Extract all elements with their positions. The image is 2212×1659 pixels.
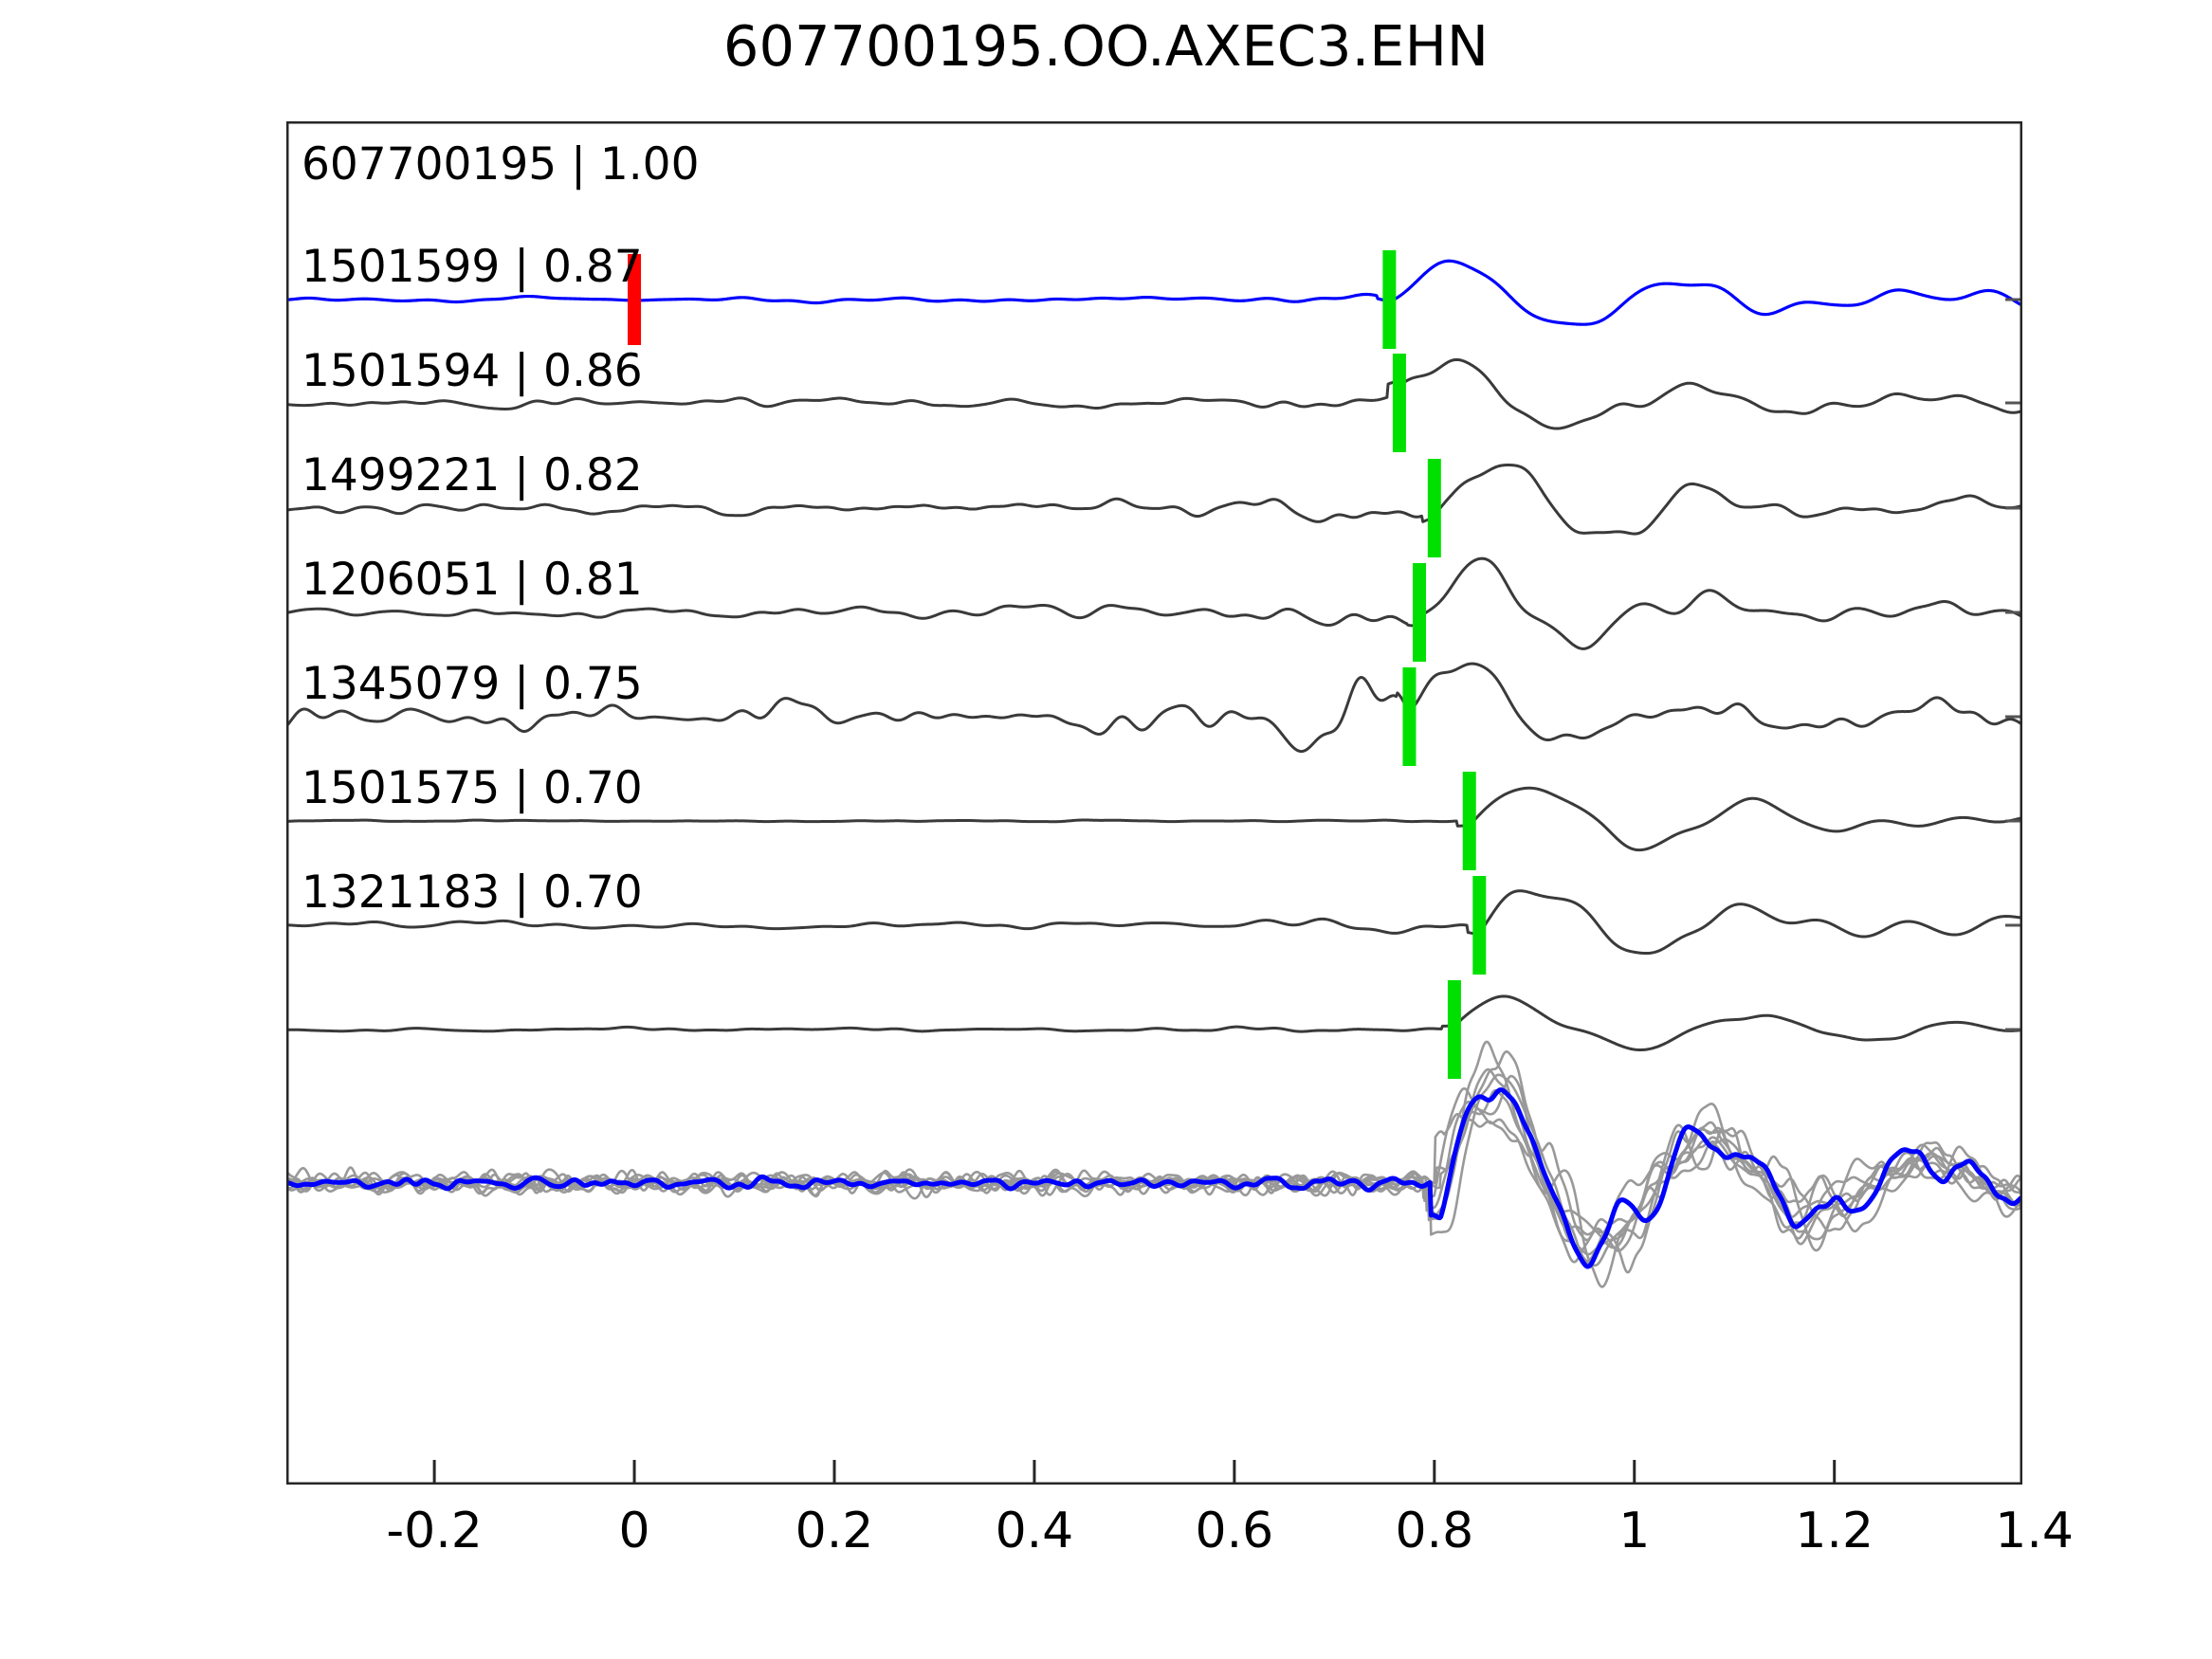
phase-pick-marker-1206051 <box>1402 667 1417 766</box>
stack-overlay-group <box>286 1040 2022 1288</box>
waveform-trace-1501575 <box>286 889 2022 956</box>
waveform-trace-1345079 <box>286 786 2022 852</box>
trace-label-5: 1345079 | 0.75 <box>302 658 643 710</box>
waveform-trace-1499221 <box>286 556 2022 650</box>
stack-mean-trace <box>286 1087 2022 1269</box>
markers-group <box>628 250 1487 1079</box>
trace-label-3: 1499221 | 0.82 <box>302 449 643 501</box>
x-tick-label: 0.8 <box>1395 1503 1474 1559</box>
x-tick-label: 0.4 <box>995 1503 1074 1559</box>
x-tick-label: -0.2 <box>386 1503 483 1559</box>
trace-label-1: 1501599 | 0.87 <box>302 241 643 293</box>
phase-pick-marker-1501594 <box>1427 459 1441 557</box>
page-title: 607700195.OO.AXEC3.EHN <box>722 13 1490 79</box>
x-tick-label: 1.2 <box>1795 1503 1874 1559</box>
phase-pick-marker-1345079 <box>1462 772 1476 870</box>
x-tick-label: 0.6 <box>1195 1503 1274 1559</box>
plot-frame <box>286 121 2022 1485</box>
trace-label-6: 1501575 | 0.70 <box>302 762 643 814</box>
plot-area: 607700195 | 1.00 1501599 | 0.87 1501594 … <box>286 121 2022 1485</box>
waveform-trace-1321183 <box>286 994 2022 1051</box>
phase-pick-marker-1499221 <box>1413 563 1427 662</box>
stack-member-trace <box>286 1040 2022 1264</box>
trace-label-0: 607700195 | 1.00 <box>302 138 700 191</box>
x-tick-label: 0.2 <box>795 1503 874 1559</box>
phase-pick-marker-1501575 <box>1472 876 1487 975</box>
stack-member-trace <box>286 1073 2022 1267</box>
x-tick-label: 0 <box>618 1503 650 1559</box>
x-tick-label: 1.4 <box>1995 1503 2075 1559</box>
x-tick-label: 1 <box>1618 1503 1651 1559</box>
axes-frame <box>286 121 2022 1485</box>
x-axis-ticks <box>432 1460 1837 1483</box>
waveform-plot-svg <box>286 121 2022 1485</box>
trace-label-7: 1321183 | 0.70 <box>302 866 643 919</box>
trace-label-4: 1206051 | 0.81 <box>302 554 643 606</box>
waveform-trace-1501594 <box>286 464 2022 536</box>
traces-group <box>286 259 2022 1051</box>
x-axis-tick-labels: -0.2 0 0.2 0.4 0.6 0.8 1 1.2 1.4 <box>0 1503 2212 1578</box>
stack-member-trace <box>286 1113 2022 1252</box>
template-origin-marker <box>628 254 642 345</box>
phase-pick-marker-1321183 <box>1447 980 1461 1079</box>
phase-pick-marker-1501599 <box>1392 354 1406 452</box>
phase-pick-marker-607700195 <box>1382 250 1397 349</box>
trace-label-2: 1501594 | 0.86 <box>302 345 643 397</box>
waveform-trace-607700195 <box>286 259 2022 326</box>
waveform-trace-1206051 <box>286 662 2022 754</box>
waveform-trace-1501599 <box>286 357 2022 430</box>
